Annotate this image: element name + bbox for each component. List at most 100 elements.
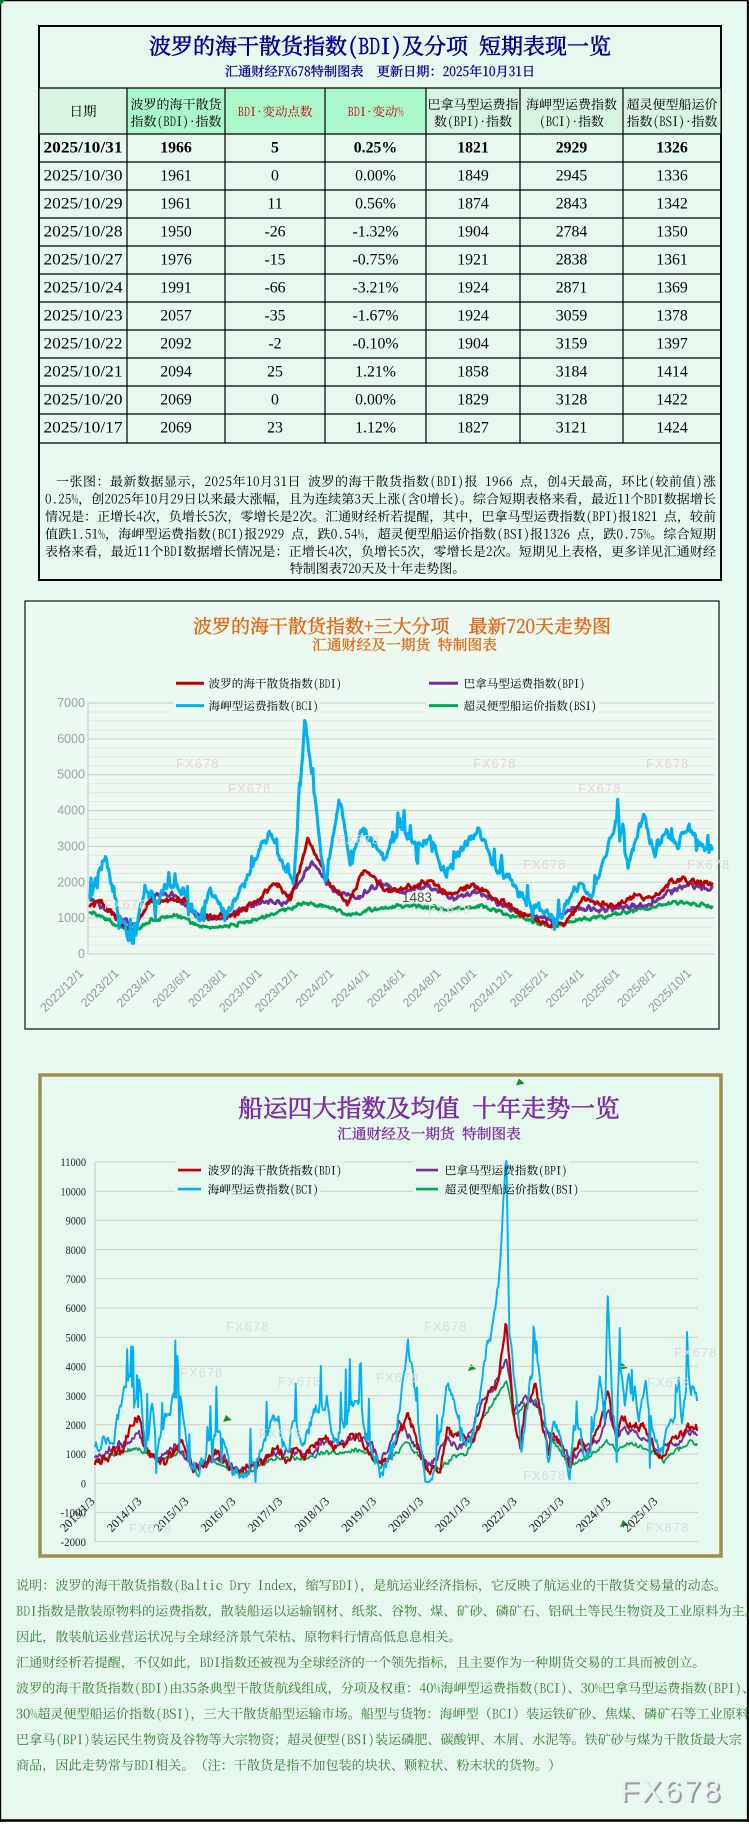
svg-text:2025/10/23: 2025/10/23 [44, 307, 123, 324]
svg-text:1858: 1858 [457, 363, 489, 380]
svg-text:1991: 1991 [160, 279, 192, 296]
svg-text:FX678: FX678 [337, 832, 380, 847]
svg-text:2057: 2057 [160, 307, 192, 324]
svg-text:FX678: FX678 [578, 781, 621, 796]
svg-text:FX678: FX678 [180, 1365, 223, 1380]
svg-text:1414: 1414 [656, 363, 688, 380]
svg-text:5000: 5000 [57, 768, 85, 782]
svg-text:1.12%: 1.12% [355, 419, 396, 436]
svg-text:1397: 1397 [656, 335, 688, 352]
svg-text:FX678: FX678 [647, 1375, 690, 1390]
svg-text:10000: 10000 [61, 1185, 87, 1198]
svg-text:6000: 6000 [66, 1302, 87, 1315]
svg-text:8000: 8000 [66, 1244, 87, 1257]
svg-text:6000: 6000 [57, 732, 85, 746]
svg-text:-2000: -2000 [61, 1536, 87, 1549]
svg-text:-35: -35 [264, 307, 285, 324]
svg-text:FX678: FX678 [104, 897, 147, 912]
svg-text:1483: 1483 [402, 890, 432, 905]
svg-text:2871: 2871 [556, 279, 588, 296]
svg-text:2069: 2069 [160, 391, 192, 408]
svg-text:-15: -15 [264, 251, 285, 268]
svg-text:3128: 3128 [556, 391, 588, 408]
svg-text:3159: 3159 [556, 335, 588, 352]
svg-text:7000: 7000 [66, 1273, 87, 1286]
svg-text:4000: 4000 [66, 1361, 87, 1374]
svg-text:23: 23 [267, 419, 283, 436]
svg-text:1966: 1966 [160, 139, 192, 156]
svg-text:2025/10/22: 2025/10/22 [44, 335, 123, 352]
svg-text:1422: 1422 [656, 391, 688, 408]
svg-text:1.21%: 1.21% [355, 363, 396, 380]
svg-text:3184: 3184 [556, 363, 588, 380]
svg-text:3059: 3059 [556, 307, 588, 324]
svg-text:11: 11 [267, 195, 282, 212]
svg-text:4000: 4000 [57, 804, 85, 818]
svg-text:-3.21%: -3.21% [352, 279, 398, 296]
svg-text:1924: 1924 [457, 307, 489, 324]
svg-text:-1000: -1000 [61, 1507, 87, 1520]
svg-text:2843: 2843 [556, 195, 588, 212]
svg-text:2025/10/29: 2025/10/29 [44, 195, 123, 212]
svg-text:0.00%: 0.00% [355, 167, 396, 184]
svg-text:2025/10/28: 2025/10/28 [44, 223, 123, 240]
svg-text:3000: 3000 [66, 1390, 87, 1403]
svg-text:FX678: FX678 [646, 756, 689, 771]
svg-text:2784: 2784 [556, 223, 588, 240]
svg-text:FX678: FX678 [523, 857, 566, 872]
svg-text:11000: 11000 [61, 1156, 87, 1169]
svg-text:1361: 1361 [656, 251, 688, 268]
svg-text:FX678: FX678 [620, 1773, 722, 1808]
svg-text:0: 0 [271, 167, 279, 184]
svg-text:0.56%: 0.56% [355, 195, 396, 212]
svg-text:1904: 1904 [457, 335, 489, 352]
svg-text:2838: 2838 [556, 251, 588, 268]
svg-text:-0.75%: -0.75% [352, 251, 398, 268]
svg-text:FX678: FX678 [129, 1521, 172, 1536]
svg-text:1424: 1424 [656, 419, 688, 436]
svg-text:FX678: FX678 [646, 1520, 689, 1535]
svg-text:2025/10/31: 2025/10/31 [44, 139, 123, 156]
svg-text:2094: 2094 [160, 363, 192, 380]
svg-text:1350: 1350 [656, 223, 688, 240]
svg-text:0: 0 [78, 947, 85, 961]
svg-text:-0.10%: -0.10% [352, 335, 398, 352]
svg-text:1000: 1000 [57, 911, 85, 925]
svg-text:2025/10/21: 2025/10/21 [44, 363, 123, 380]
svg-text:1378: 1378 [656, 307, 688, 324]
svg-text:-1.67%: -1.67% [352, 307, 398, 324]
svg-text:FX678: FX678 [278, 1374, 321, 1389]
svg-text:1827: 1827 [457, 419, 489, 436]
svg-text:2000: 2000 [57, 875, 85, 889]
svg-text:0: 0 [271, 391, 279, 408]
svg-text:FX678: FX678 [473, 756, 516, 771]
svg-text:5: 5 [271, 139, 279, 156]
svg-text:2025/10/24: 2025/10/24 [44, 279, 123, 296]
svg-text:FX678: FX678 [428, 902, 471, 917]
svg-text:FX678: FX678 [622, 1775, 724, 1810]
svg-text:-26: -26 [264, 223, 285, 240]
svg-text:1961: 1961 [160, 195, 192, 212]
svg-text:FX678: FX678 [523, 1468, 566, 1483]
svg-text:FX678: FX678 [259, 1426, 302, 1441]
svg-text:1849: 1849 [457, 167, 489, 184]
svg-text:1821: 1821 [457, 139, 489, 156]
svg-text:9000: 9000 [66, 1215, 87, 1228]
svg-text:FX678: FX678 [226, 1319, 269, 1334]
svg-text:2025/10/20: 2025/10/20 [44, 391, 123, 408]
svg-text:1961: 1961 [160, 167, 192, 184]
svg-text:FX678: FX678 [176, 756, 219, 771]
svg-text:1336: 1336 [656, 167, 688, 184]
svg-text:2945: 2945 [556, 167, 588, 184]
svg-text:25: 25 [267, 363, 283, 380]
svg-text:0.00%: 0.00% [355, 391, 396, 408]
svg-text:1326: 1326 [656, 139, 688, 156]
svg-text:1342: 1342 [656, 195, 688, 212]
svg-text:3121: 3121 [556, 419, 588, 436]
svg-text:-66: -66 [264, 279, 285, 296]
svg-text:0.25%: 0.25% [354, 139, 397, 156]
svg-text:2929: 2929 [556, 139, 588, 156]
svg-text:5000: 5000 [66, 1331, 87, 1344]
svg-text:1369: 1369 [656, 279, 688, 296]
svg-text:3000: 3000 [57, 839, 85, 853]
